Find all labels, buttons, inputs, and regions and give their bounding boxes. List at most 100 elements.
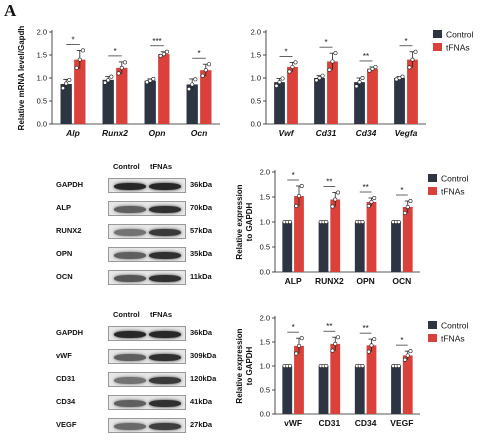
blot-protein-label: GAPDH (56, 328, 84, 337)
data-point (151, 76, 156, 81)
data-point (287, 69, 292, 74)
data-point (67, 77, 72, 82)
blot-protein-label: ALP (56, 203, 71, 212)
data-point (372, 195, 377, 200)
y-tick-label: 0.5 (251, 97, 261, 106)
bar-tfnas (158, 54, 170, 124)
bar-control (102, 79, 114, 124)
significance-label: * (113, 47, 116, 56)
data-point (366, 203, 371, 208)
blot-strip (108, 270, 186, 285)
y-tick-label: 0.0 (260, 268, 270, 277)
data-point (407, 65, 412, 70)
bar-control (354, 222, 365, 272)
y-tick-label: 2.0 (260, 314, 270, 323)
data-point (80, 48, 85, 53)
blot-kda-label: 57kDa (190, 226, 213, 235)
bar-tfnas (366, 345, 377, 414)
significance-label: ** (363, 183, 369, 192)
data-point (187, 87, 192, 92)
significance-label: * (400, 336, 403, 345)
blot-kda-label: 36kDa (190, 180, 213, 189)
data-point (314, 78, 319, 83)
blot-strip (108, 395, 186, 410)
bar-control (391, 366, 401, 414)
blot-protein-label: OPN (56, 249, 73, 258)
band-tfnas (149, 331, 181, 338)
bar-tfnas (330, 199, 341, 272)
y-tick-label: 2.0 (251, 28, 261, 37)
y-tick-label: 0.0 (37, 120, 47, 129)
data-point (77, 57, 82, 62)
bar-tfnas (294, 345, 304, 414)
data-point (330, 348, 335, 353)
y-axis-label: Relative expression (235, 328, 244, 403)
data-point (335, 190, 340, 195)
bar-control (282, 222, 293, 272)
data-point (280, 76, 285, 81)
y-axis-label: Relative mRNA level/Gapdh (17, 26, 26, 131)
band-tfnas (149, 206, 181, 213)
blot-kda-label: 41kDa (190, 397, 213, 406)
data-point (164, 49, 169, 54)
bar-control (274, 82, 285, 124)
data-point (106, 78, 111, 83)
data-point (206, 62, 211, 67)
data-point (158, 53, 163, 58)
y-tick-label: 1.5 (260, 193, 270, 202)
legend-entry: tFNAs (446, 43, 470, 53)
data-point (333, 341, 338, 346)
data-point (294, 203, 299, 208)
y-tick-label: 1.5 (251, 51, 261, 60)
band-tfnas (149, 354, 181, 361)
blot-protein-label: OCN (56, 272, 73, 281)
band-control (114, 377, 146, 384)
data-point (277, 80, 282, 85)
blot-strip (108, 247, 186, 262)
bar-control (144, 80, 156, 124)
legend-swatch (428, 174, 437, 182)
x-tick-label: Cd31 (316, 128, 337, 138)
significance-label: * (292, 171, 295, 180)
bar-tfnas (287, 66, 298, 124)
band-control (114, 400, 146, 407)
bar-tfnas (402, 207, 413, 272)
data-point (145, 80, 150, 85)
western-blot-osteo: Control tFNAs GAPDH 36kDa ALP 70kDa RUNX2 57kDa… (56, 162, 236, 292)
legend-entry: tFNAs (441, 334, 465, 344)
blot-protein-label: GAPDH (56, 180, 84, 189)
significance-label: ** (326, 178, 332, 187)
band-control (114, 354, 146, 361)
y-tick-label: 0.5 (260, 386, 270, 395)
x-tick-label: Alp (65, 128, 80, 138)
x-tick-label: ALP (285, 276, 302, 286)
y-tick-label: 1.0 (251, 74, 261, 83)
data-point (403, 210, 408, 215)
y-axis-label: to GAPDH (245, 202, 254, 241)
bar-tfnas (367, 68, 378, 124)
data-point (400, 74, 405, 79)
data-point (274, 83, 279, 88)
data-point (299, 183, 304, 188)
data-point (74, 65, 79, 70)
data-point (193, 77, 198, 82)
bar-tfnas (294, 196, 304, 272)
blot-kda-label: 309kDa (190, 351, 217, 360)
significance-label: *** (152, 37, 161, 46)
significance-label: * (324, 38, 327, 47)
blot-protein-label: CD34 (56, 397, 76, 406)
bar-tfnas (402, 355, 413, 414)
blot-protein-label: RUNX2 (56, 226, 82, 235)
y-tick-label: 1.5 (37, 51, 47, 60)
bar-tfnas (366, 202, 377, 272)
legend-entry: Control (441, 321, 469, 331)
data-point (200, 73, 205, 78)
data-point (413, 49, 418, 54)
data-point (299, 336, 304, 341)
data-point (190, 82, 195, 87)
blot-kda-label: 27kDa (190, 420, 213, 429)
data-point (324, 364, 329, 369)
y-tick-label: 1.0 (260, 362, 270, 371)
band-control (114, 331, 146, 338)
y-tick-label: 1.0 (260, 218, 270, 227)
